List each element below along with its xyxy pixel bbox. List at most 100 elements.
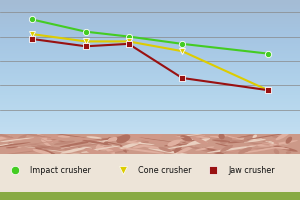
Ellipse shape [95,146,109,151]
Ellipse shape [139,140,149,144]
Ellipse shape [223,138,232,142]
Ellipse shape [0,136,11,141]
Ellipse shape [167,140,180,146]
Ellipse shape [268,141,274,144]
Ellipse shape [108,138,113,141]
Ellipse shape [177,146,195,154]
Ellipse shape [123,134,150,141]
Ellipse shape [61,147,71,149]
Ellipse shape [254,143,272,144]
Ellipse shape [119,142,141,149]
Ellipse shape [240,136,266,142]
Ellipse shape [32,149,51,155]
Ellipse shape [174,145,182,153]
Ellipse shape [121,148,164,154]
Ellipse shape [253,135,257,139]
Ellipse shape [195,146,214,151]
Ellipse shape [0,142,31,147]
Ellipse shape [0,147,17,150]
Ellipse shape [0,133,14,138]
Ellipse shape [244,147,278,153]
Ellipse shape [128,140,137,143]
Ellipse shape [82,140,112,146]
Ellipse shape [29,144,81,151]
Ellipse shape [227,140,248,143]
Ellipse shape [274,147,290,149]
Ellipse shape [86,136,102,139]
Ellipse shape [246,133,286,140]
Ellipse shape [47,134,62,140]
Ellipse shape [248,138,262,140]
Ellipse shape [236,144,262,149]
Ellipse shape [108,137,130,142]
Ellipse shape [122,138,147,142]
Ellipse shape [8,135,62,142]
Ellipse shape [54,141,75,145]
Ellipse shape [210,136,224,139]
Ellipse shape [185,141,191,143]
Ellipse shape [70,146,79,148]
Ellipse shape [176,142,202,145]
Text: Impact crusher: Impact crusher [30,166,91,175]
Ellipse shape [210,137,270,145]
Ellipse shape [131,142,154,145]
Ellipse shape [60,147,87,154]
Ellipse shape [81,146,92,149]
Ellipse shape [6,146,18,148]
Ellipse shape [134,133,159,139]
Ellipse shape [108,137,117,142]
Ellipse shape [213,133,247,141]
Ellipse shape [31,146,62,151]
Ellipse shape [17,135,27,140]
Ellipse shape [35,147,57,156]
Ellipse shape [45,138,65,144]
Bar [0,154,300,192]
Ellipse shape [1,148,61,155]
Ellipse shape [172,137,184,138]
Ellipse shape [199,137,209,138]
Ellipse shape [98,140,109,144]
Ellipse shape [218,145,265,151]
Ellipse shape [126,133,153,141]
Ellipse shape [0,143,14,146]
Ellipse shape [141,140,168,144]
Ellipse shape [28,150,50,153]
Ellipse shape [286,151,291,154]
Ellipse shape [220,136,230,144]
Ellipse shape [206,147,248,153]
Ellipse shape [202,148,225,155]
Text: Jaw crusher: Jaw crusher [228,166,274,175]
Ellipse shape [187,146,214,153]
Ellipse shape [101,136,128,140]
Ellipse shape [102,140,115,144]
Ellipse shape [37,134,53,143]
Ellipse shape [150,134,163,140]
Ellipse shape [180,135,192,141]
Ellipse shape [81,150,99,153]
Ellipse shape [226,151,236,153]
Ellipse shape [5,148,40,153]
Ellipse shape [76,137,88,141]
Ellipse shape [133,145,146,148]
Ellipse shape [257,145,270,147]
Ellipse shape [221,137,237,139]
Ellipse shape [274,149,279,154]
Ellipse shape [24,147,83,155]
Ellipse shape [61,143,101,149]
Ellipse shape [158,147,172,152]
Ellipse shape [265,140,298,146]
Ellipse shape [96,140,105,147]
Ellipse shape [88,146,118,151]
Ellipse shape [272,136,283,138]
Ellipse shape [28,150,46,153]
Ellipse shape [212,139,230,142]
Ellipse shape [32,146,51,149]
Ellipse shape [215,147,271,154]
Ellipse shape [85,148,104,157]
Ellipse shape [81,138,112,141]
Ellipse shape [177,135,198,138]
Ellipse shape [220,145,233,152]
Ellipse shape [276,132,290,140]
Ellipse shape [218,133,225,139]
Ellipse shape [52,133,86,138]
